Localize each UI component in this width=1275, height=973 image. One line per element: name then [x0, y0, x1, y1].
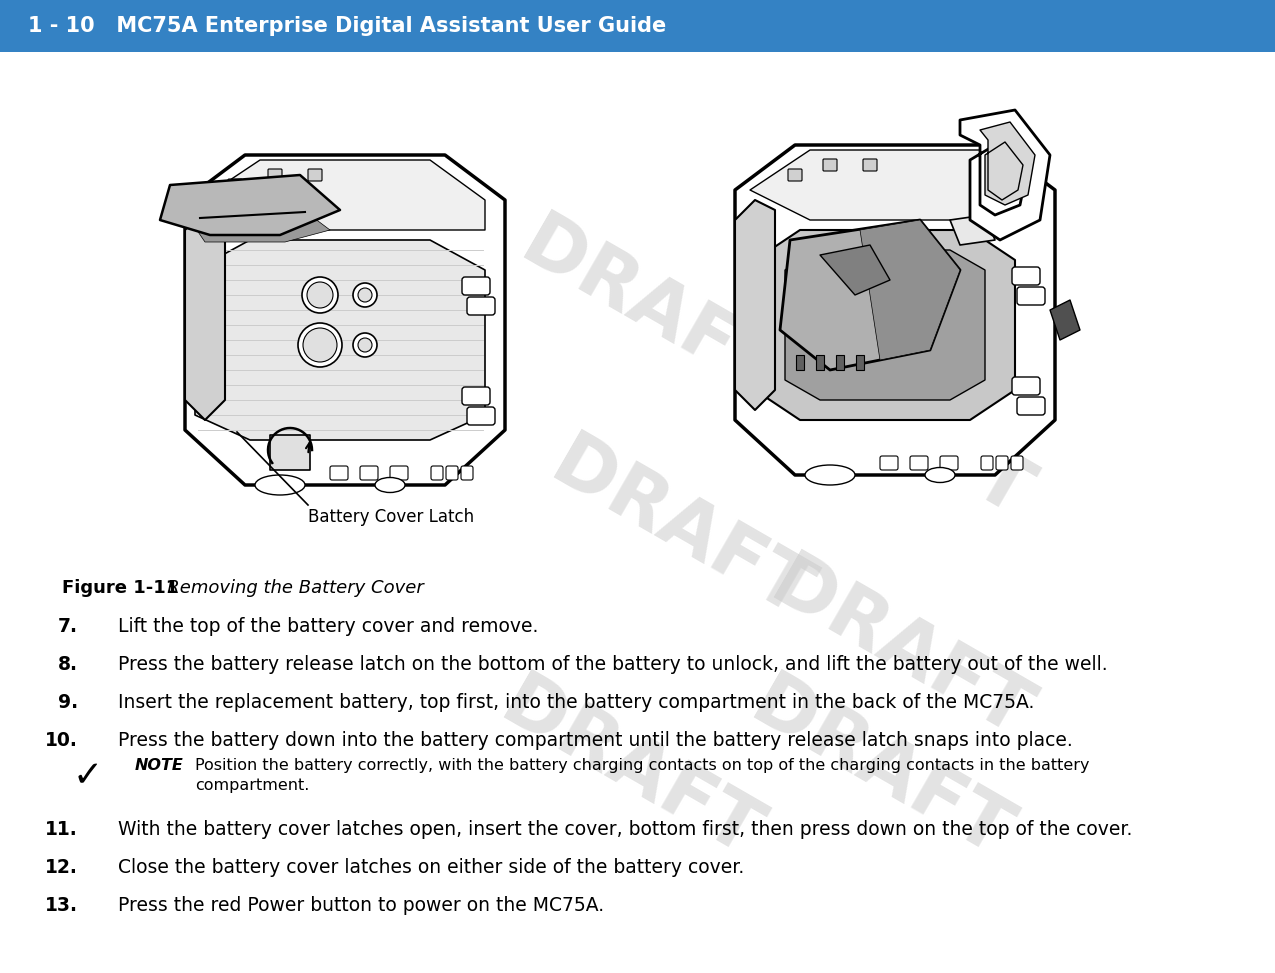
Ellipse shape — [805, 465, 856, 485]
FancyBboxPatch shape — [1012, 377, 1040, 395]
Polygon shape — [195, 240, 484, 440]
FancyBboxPatch shape — [1017, 287, 1046, 305]
Circle shape — [353, 283, 377, 307]
FancyBboxPatch shape — [228, 179, 242, 191]
FancyBboxPatch shape — [816, 355, 824, 370]
Text: 10.: 10. — [45, 731, 78, 750]
FancyBboxPatch shape — [462, 387, 490, 405]
Text: ✓: ✓ — [73, 759, 103, 793]
Polygon shape — [780, 220, 960, 370]
Text: Figure 1-11: Figure 1-11 — [62, 579, 179, 597]
Text: Press the battery down into the battery compartment until the battery release la: Press the battery down into the battery … — [119, 731, 1072, 750]
Text: 7.: 7. — [57, 617, 78, 636]
Text: Press the battery release latch on the bottom of the battery to unlock, and lift: Press the battery release latch on the b… — [119, 655, 1108, 674]
Circle shape — [303, 328, 337, 362]
Polygon shape — [980, 122, 1035, 205]
Polygon shape — [270, 435, 310, 470]
FancyBboxPatch shape — [462, 466, 473, 480]
FancyBboxPatch shape — [446, 466, 458, 480]
Polygon shape — [785, 250, 986, 400]
Text: Battery Cover Latch: Battery Cover Latch — [309, 508, 474, 526]
Polygon shape — [190, 215, 330, 242]
FancyBboxPatch shape — [330, 466, 348, 480]
Text: 11.: 11. — [45, 820, 78, 839]
Text: 13.: 13. — [45, 896, 78, 915]
Text: DRAFT: DRAFT — [538, 426, 822, 633]
Text: With the battery cover latches open, insert the cover, bottom first, then press : With the battery cover latches open, ins… — [119, 820, 1132, 839]
FancyBboxPatch shape — [822, 159, 836, 171]
FancyBboxPatch shape — [360, 466, 377, 480]
Text: 9.: 9. — [57, 693, 78, 712]
Ellipse shape — [924, 467, 955, 483]
FancyBboxPatch shape — [940, 456, 958, 470]
Text: NOTE: NOTE — [135, 758, 184, 773]
Text: 1 - 10   MC75A Enterprise Digital Assistant User Guide: 1 - 10 MC75A Enterprise Digital Assistan… — [28, 16, 667, 36]
Circle shape — [358, 288, 372, 302]
Polygon shape — [820, 245, 890, 295]
Polygon shape — [159, 175, 340, 235]
Circle shape — [298, 323, 342, 367]
FancyBboxPatch shape — [1011, 456, 1023, 470]
Circle shape — [307, 282, 333, 308]
Circle shape — [302, 277, 338, 313]
Polygon shape — [750, 150, 1035, 220]
Text: compartment.: compartment. — [195, 778, 310, 793]
FancyBboxPatch shape — [996, 456, 1009, 470]
Text: Removing the Battery Cover: Removing the Battery Cover — [150, 579, 423, 597]
FancyBboxPatch shape — [880, 456, 898, 470]
FancyBboxPatch shape — [980, 456, 993, 470]
Text: 12.: 12. — [45, 858, 78, 877]
Circle shape — [353, 333, 377, 357]
FancyBboxPatch shape — [467, 297, 495, 315]
FancyBboxPatch shape — [910, 456, 928, 470]
Polygon shape — [734, 200, 775, 410]
FancyBboxPatch shape — [390, 466, 408, 480]
FancyBboxPatch shape — [462, 277, 490, 295]
Polygon shape — [200, 160, 484, 230]
FancyBboxPatch shape — [467, 407, 495, 425]
Text: Lift the top of the battery cover and remove.: Lift the top of the battery cover and re… — [119, 617, 538, 636]
Polygon shape — [734, 145, 1054, 475]
FancyBboxPatch shape — [1012, 267, 1040, 285]
Ellipse shape — [255, 475, 305, 495]
Circle shape — [358, 338, 372, 352]
Text: DRAFT: DRAFT — [757, 547, 1042, 753]
Text: DRAFT: DRAFT — [757, 327, 1042, 533]
Text: Insert the replacement battery, top first, into the battery compartment in the b: Insert the replacement battery, top firs… — [119, 693, 1034, 712]
Polygon shape — [185, 210, 224, 420]
Polygon shape — [755, 230, 1015, 420]
Text: Position the battery correctly, with the battery charging contacts on top of the: Position the battery correctly, with the… — [195, 758, 1090, 773]
FancyBboxPatch shape — [796, 355, 805, 370]
Polygon shape — [950, 215, 994, 245]
Text: DRAFT: DRAFT — [488, 667, 773, 874]
FancyBboxPatch shape — [268, 169, 282, 181]
Text: Press the red Power button to power on the MC75A.: Press the red Power button to power on t… — [119, 896, 604, 915]
FancyBboxPatch shape — [856, 355, 864, 370]
Text: DRAFT: DRAFT — [507, 206, 792, 414]
Ellipse shape — [375, 478, 405, 492]
FancyBboxPatch shape — [788, 169, 802, 181]
Bar — [0, 0, 1275, 52]
Polygon shape — [861, 220, 960, 360]
FancyBboxPatch shape — [863, 159, 877, 171]
Polygon shape — [185, 155, 505, 485]
FancyBboxPatch shape — [431, 466, 442, 480]
FancyBboxPatch shape — [309, 169, 323, 181]
FancyBboxPatch shape — [1017, 397, 1046, 415]
Text: DRAFT: DRAFT — [738, 667, 1023, 874]
FancyBboxPatch shape — [836, 355, 844, 370]
Polygon shape — [1051, 300, 1080, 340]
Text: 8.: 8. — [57, 655, 78, 674]
Polygon shape — [960, 110, 1051, 240]
Text: Close the battery cover latches on either side of the battery cover.: Close the battery cover latches on eithe… — [119, 858, 745, 877]
